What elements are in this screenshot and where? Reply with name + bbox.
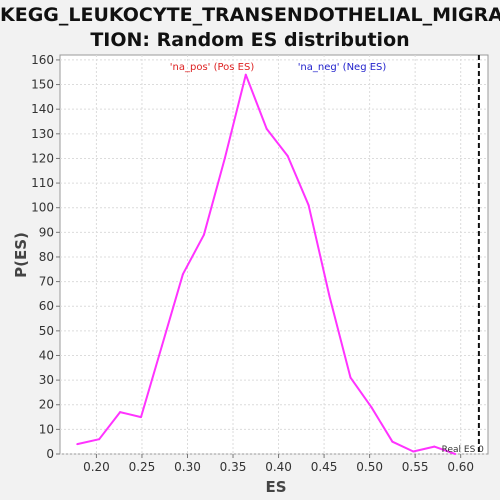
y-tick-label: 150 [31, 78, 54, 92]
data-point [160, 344, 163, 347]
data-point [140, 416, 143, 419]
x-tick-label: 0.30 [174, 460, 201, 474]
x-tick-label: 0.40 [265, 460, 292, 474]
data-point [391, 440, 394, 443]
x-axis-label: ES [265, 478, 286, 496]
data-point [181, 273, 184, 276]
y-tick-label: 160 [31, 53, 54, 67]
data-point [244, 73, 247, 76]
series-layer [76, 73, 457, 455]
data-point [370, 406, 373, 409]
chart-title-line-2: TION: Random ES distribution [90, 29, 410, 51]
real-es-layer: Real ES 0 [442, 55, 485, 455]
y-tick-label: 120 [31, 151, 54, 165]
x-tick-label: 0.35 [220, 460, 247, 474]
x-tick-label: 0.50 [356, 460, 383, 474]
data-point [119, 411, 122, 414]
y-tick-label: 90 [39, 225, 54, 239]
data-point [76, 443, 79, 446]
data-point [328, 295, 331, 298]
x-tick-label: 0.45 [311, 460, 338, 474]
legend-label: 'na_pos' (Pos ES) [170, 62, 255, 73]
data-point [286, 154, 289, 157]
y-tick-label: 70 [39, 275, 54, 289]
data-point [98, 438, 101, 441]
y-tick-label: 140 [31, 102, 54, 116]
x-tick-label: 0.55 [402, 460, 429, 474]
legend-label: 'na_neg' (Neg ES) [298, 62, 387, 73]
y-tick-label: 20 [39, 398, 54, 412]
x-tick-label: 0.25 [129, 460, 156, 474]
data-point [202, 233, 205, 236]
y-tick-label: 40 [39, 348, 54, 362]
y-tick-label: 30 [39, 373, 54, 387]
axis-ticks: 0 10 20 30 40 50 60 70 80 90 100 110 120 130 140 150 160… [31, 53, 474, 474]
y-tick-label: 100 [31, 201, 54, 215]
y-tick-label: 110 [31, 176, 54, 190]
y-tick-label: 130 [31, 127, 54, 141]
y-tick-label: 0 [46, 447, 54, 461]
x-tick-label: 0.20 [83, 460, 110, 474]
data-point [349, 376, 352, 379]
legend: 'na_pos' (Pos ES) 'na_neg' (Neg ES) [170, 62, 387, 73]
data-point [307, 204, 310, 207]
data-point [454, 453, 457, 455]
data-point [265, 127, 268, 130]
real-es-label: Real ES 0 [442, 445, 485, 455]
y-tick-label: 60 [39, 299, 54, 313]
plot-area [59, 54, 489, 455]
chart-title: KEGG_LEUKOCYTE_TRANSENDOTHELIAL_MIGRA TI… [0, 3, 500, 53]
data-point [433, 445, 436, 448]
chart-title-line-1: KEGG_LEUKOCYTE_TRANSENDOTHELIAL_MIGRA [0, 4, 500, 26]
y-tick-label: 50 [39, 324, 54, 338]
y-axis-label: P(ES) [12, 232, 30, 278]
grid [60, 55, 488, 455]
data-point [223, 157, 226, 160]
x-tick-label: 0.60 [447, 460, 474, 474]
y-tick-label: 10 [39, 422, 54, 436]
data-point [412, 450, 415, 453]
y-tick-label: 80 [39, 250, 54, 264]
